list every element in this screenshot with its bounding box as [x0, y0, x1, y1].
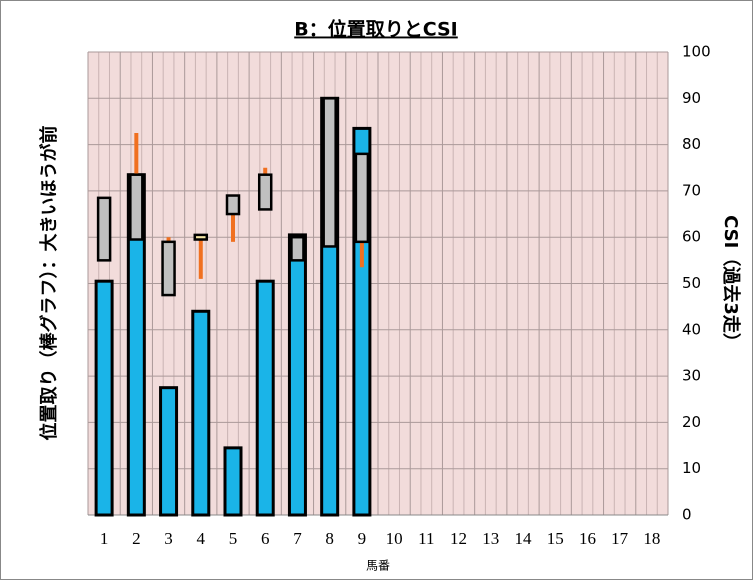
y2-tick-label: 40 [682, 320, 701, 338]
y2-tick-label: 0 [682, 506, 692, 524]
y2-axis-label: CSI（過去3走） [720, 215, 742, 351]
bar [94, 279, 114, 517]
candle-box [322, 97, 337, 248]
candle-box [96, 196, 112, 262]
y2-tick-label: 50 [682, 274, 701, 292]
bar [287, 233, 307, 517]
x-tick-label: 10 [386, 529, 403, 548]
bar [255, 279, 275, 517]
x-tick-label: 8 [325, 529, 334, 548]
x-tick-label: 15 [547, 529, 564, 548]
candle-box [257, 173, 273, 211]
x-tick-label: 9 [358, 529, 367, 548]
y2-tick-label: 30 [682, 367, 701, 385]
candle-box [129, 173, 144, 241]
x-tick-label: 12 [450, 529, 467, 548]
candle-box [354, 152, 370, 244]
x-tick-label: 1 [100, 529, 109, 548]
bar [159, 386, 179, 517]
x-tick-label: 5 [229, 529, 238, 548]
y2-tick-label: 70 [682, 181, 701, 199]
x-tick-label: 17 [611, 529, 629, 548]
x-tick-label: 16 [579, 529, 596, 548]
x-tick-label: 6 [261, 529, 270, 548]
candle-box [225, 194, 241, 216]
candle-box [161, 240, 176, 297]
x-tick-label: 18 [643, 529, 660, 548]
y2-tick-label: 10 [682, 459, 701, 477]
bar [191, 309, 211, 517]
candle-box [290, 235, 305, 262]
y2-tick-label: 80 [682, 135, 701, 153]
x-tick-label: 4 [197, 529, 206, 548]
chart-title: B：位置取りとCSI [294, 18, 458, 41]
y2-tick-label: 60 [682, 228, 701, 246]
x-tick-label: 11 [418, 529, 434, 548]
x-tick-label: 3 [164, 529, 173, 548]
x-tick-label: 14 [515, 529, 533, 548]
y2-tick-label: 90 [682, 89, 701, 107]
x-axis-label: 馬番 [366, 559, 390, 573]
candle-box [193, 233, 209, 241]
y2-tick-label: 20 [682, 413, 701, 431]
x-tick-label: 13 [482, 529, 499, 548]
y-axis-label: 位置取り（棒グラフ）：大きいほうが前 [38, 126, 60, 441]
x-tick-label: 2 [132, 529, 141, 548]
x-tick-label: 7 [293, 529, 302, 548]
y2-tick-label: 100 [682, 43, 711, 61]
bar [223, 446, 243, 517]
